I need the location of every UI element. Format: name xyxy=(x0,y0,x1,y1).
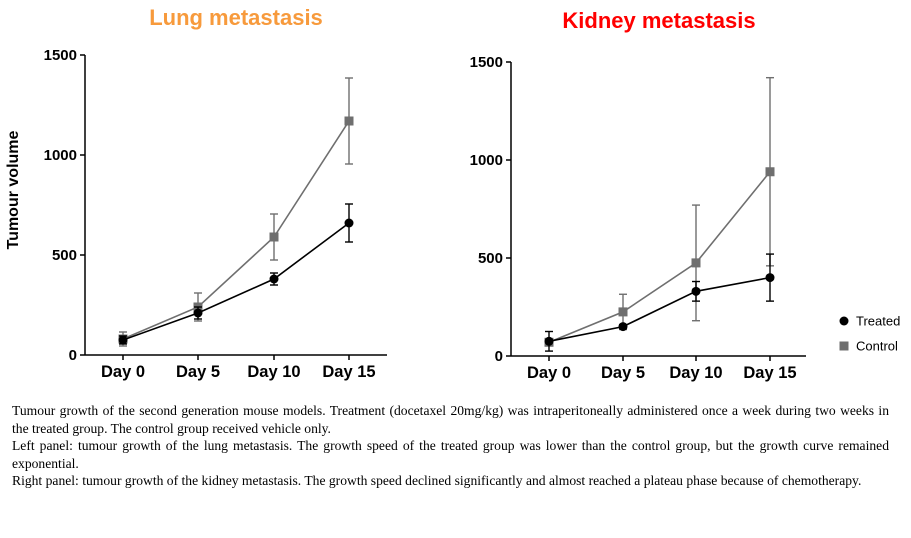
y-tick-label: 1000 xyxy=(470,152,503,169)
legend-label-treated: Treated xyxy=(856,314,900,329)
figure: Lung metastasis Tumour volume 0 500 1000 15… xyxy=(5,5,900,382)
data-point-treated xyxy=(344,218,354,228)
x-tick-label: Day 5 xyxy=(601,364,645,382)
x-tick-label: Day 5 xyxy=(176,363,220,381)
legend: Treated Control xyxy=(839,314,900,354)
series-control xyxy=(118,77,354,347)
lung-metastasis-chart: Lung metastasis Tumour volume 0 500 1000 15… xyxy=(5,5,387,381)
caption-paragraph: Left panel: tumour growth of the lung me… xyxy=(12,438,889,471)
legend-label-control: Control xyxy=(856,339,898,354)
data-point-control xyxy=(691,258,701,268)
legend-item-control: Control xyxy=(839,339,898,354)
y-tick-label: 0 xyxy=(69,347,77,364)
y-tick-label: 0 xyxy=(495,348,503,365)
data-point-control xyxy=(765,167,775,177)
series-line-treated xyxy=(548,276,771,343)
kidney-metastasis-chart: Kidney metastasis 0 500 1000 1500 Day 0 Day … xyxy=(470,8,806,382)
figure-caption: Tumour growth of the second generation m… xyxy=(12,402,889,490)
x-tick-label: Day 10 xyxy=(669,364,722,382)
data-point-control xyxy=(269,232,279,242)
caption-paragraph: Tumour growth of the second generation m… xyxy=(12,403,889,436)
y-axis-label: Tumour volume xyxy=(5,130,22,249)
x-tick-label: Day 0 xyxy=(527,364,571,382)
data-point-treated xyxy=(118,335,128,345)
y-tick-label: 500 xyxy=(52,247,77,264)
y-tick-label: 1000 xyxy=(44,147,77,164)
data-point-treated xyxy=(691,286,701,296)
legend-item-treated: Treated xyxy=(839,314,900,329)
x-tick-label: Day 0 xyxy=(101,363,145,381)
caption-paragraph: Right panel: tumour growth of the kidney… xyxy=(12,473,862,489)
data-point-treated xyxy=(269,274,279,284)
data-point-control xyxy=(344,116,354,126)
y-tick-label: 1500 xyxy=(44,47,77,64)
lung-chart-title: Lung metastasis xyxy=(149,5,323,30)
series-treated xyxy=(544,253,775,352)
series-line-control xyxy=(548,171,771,344)
x-tick-label: Day 10 xyxy=(247,363,300,381)
series-line-treated xyxy=(122,222,350,341)
data-point-control xyxy=(618,307,628,317)
series-control xyxy=(544,76,775,347)
series-treated xyxy=(118,203,354,345)
y-tick-label: 500 xyxy=(478,250,503,267)
kidney-chart-title: Kidney metastasis xyxy=(562,8,755,33)
legend-marker-square xyxy=(839,341,849,351)
x-tick-label: Day 15 xyxy=(322,363,375,381)
series-line-control xyxy=(122,120,350,340)
legend-marker-circle xyxy=(839,316,849,326)
x-tick-label: Day 15 xyxy=(743,364,796,382)
data-point-treated xyxy=(765,273,775,283)
data-point-treated xyxy=(544,336,554,346)
data-point-treated xyxy=(193,308,203,318)
data-point-treated xyxy=(618,322,628,332)
y-tick-label: 1500 xyxy=(470,54,503,71)
